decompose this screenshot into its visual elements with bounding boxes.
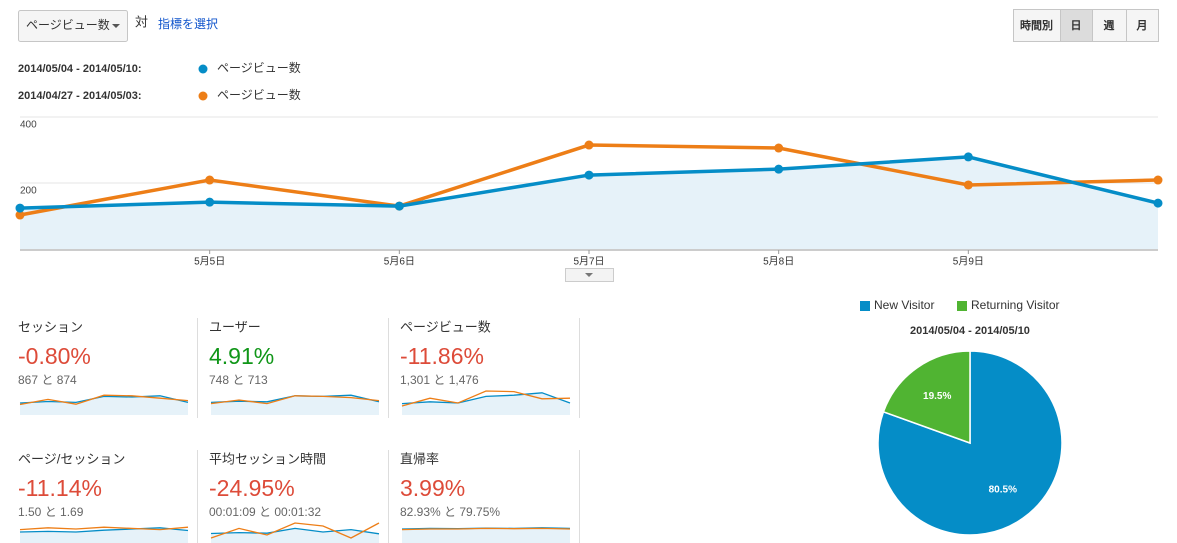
- x-tick-label: 5月8日: [763, 256, 794, 268]
- slice-label: 80.5%: [989, 484, 1017, 495]
- legend-swatch: [860, 301, 870, 311]
- legend-period: 2014/04/27 - 2014/05/03:: [18, 90, 142, 102]
- scorecard-name: ページビュー数: [400, 319, 491, 334]
- scorecard-compare: 82.93% と 79.75%: [400, 505, 500, 519]
- scorecard-name: 平均セッション時間: [209, 451, 326, 466]
- granularity-label: 時間別: [1020, 18, 1053, 32]
- scorecard-change: -11.14%: [18, 475, 102, 501]
- point: [584, 140, 594, 150]
- scorecard-name: セッション: [18, 319, 83, 334]
- scorecard-change: 4.91%: [209, 343, 274, 369]
- legend-label: ページビュー数: [217, 60, 301, 75]
- scorecard-name: 直帰率: [400, 451, 439, 466]
- point: [774, 143, 784, 153]
- point: [774, 164, 784, 174]
- x-tick-label: 5月6日: [384, 256, 415, 268]
- point: [1153, 175, 1163, 185]
- point: [963, 180, 973, 190]
- legend-label: Returning Visitor: [971, 298, 1060, 312]
- metric-dropdown[interactable]: [18, 10, 128, 42]
- sparkline-area: [20, 395, 188, 415]
- point: [205, 197, 215, 207]
- granularity-button[interactable]: [1060, 9, 1093, 42]
- sparkline: [19, 395, 189, 404]
- sparkline: [401, 392, 571, 405]
- x-tick-label: 5月7日: [573, 256, 604, 268]
- sparkline: [210, 395, 380, 405]
- toggle-arrow: [585, 273, 593, 277]
- point: [394, 201, 404, 211]
- sparkline: [210, 522, 380, 539]
- scorecard-change: -24.95%: [209, 475, 295, 501]
- point: [1153, 198, 1163, 208]
- granularity-button[interactable]: [1126, 9, 1159, 42]
- scorecard-change: 3.99%: [400, 475, 465, 501]
- legend-period: 2014/05/04 - 2014/05/10:: [18, 63, 142, 75]
- point: [963, 152, 973, 162]
- sparkline-area: [402, 527, 570, 543]
- granularity-button[interactable]: [1013, 9, 1061, 42]
- scorecard-name: ユーザー: [209, 319, 261, 334]
- granularity-label: 月: [1136, 19, 1148, 32]
- sparkline: [401, 390, 571, 407]
- granularity-label: 週: [1104, 18, 1115, 32]
- x-tick-label: 5月9日: [953, 256, 984, 268]
- sparkline: [19, 394, 189, 406]
- legend-label: ページビュー数: [217, 87, 301, 102]
- sparkline: [210, 527, 380, 535]
- dropdown-arrow: [112, 24, 120, 28]
- point: [205, 175, 215, 185]
- y-tick-label: 400: [20, 120, 37, 131]
- legend-label: New Visitor: [874, 298, 934, 312]
- legend-dot: [198, 64, 208, 74]
- area: [20, 156, 1158, 249]
- slice-label: 19.5%: [923, 391, 951, 402]
- point: [15, 210, 25, 220]
- sparkline-area: [402, 392, 570, 415]
- x-tick-label: 5月5日: [194, 256, 225, 268]
- scorecard-compare: 00:01:09 と 00:01:32: [209, 505, 321, 519]
- metric-dropdown-label: ページビュー数: [26, 17, 110, 32]
- legend-swatch: [957, 301, 967, 311]
- sparkline: [401, 527, 571, 531]
- sparkline: [19, 526, 189, 531]
- scorecard-compare: 1.50 と 1.69: [18, 505, 84, 519]
- point: [584, 170, 594, 180]
- legend-dot: [198, 91, 208, 101]
- scorecard-change: -0.80%: [18, 343, 91, 369]
- granularity-label: 日: [1071, 19, 1082, 32]
- scorecard-change: -11.86%: [400, 343, 484, 369]
- scorecard-compare: 867 と 874: [18, 373, 77, 387]
- scorecard-compare: 1,301 と 1,476: [400, 373, 479, 387]
- pie-title: 2014/05/04 - 2014/05/10: [910, 325, 1030, 337]
- pie-slice: [877, 350, 1063, 536]
- y-tick-label: 200: [20, 186, 37, 197]
- pie-slice: [882, 350, 971, 445]
- scorecard-compare: 748 と 713: [209, 373, 268, 387]
- select-metric-link[interactable]: 指標を選択: [158, 16, 218, 31]
- sparkline: [19, 527, 189, 533]
- versus: 対: [135, 14, 148, 29]
- point: [15, 203, 25, 213]
- sparkline-area: [20, 527, 188, 543]
- sparkline-area: [211, 395, 379, 415]
- scorecard-name: ページ/セッション: [18, 451, 125, 466]
